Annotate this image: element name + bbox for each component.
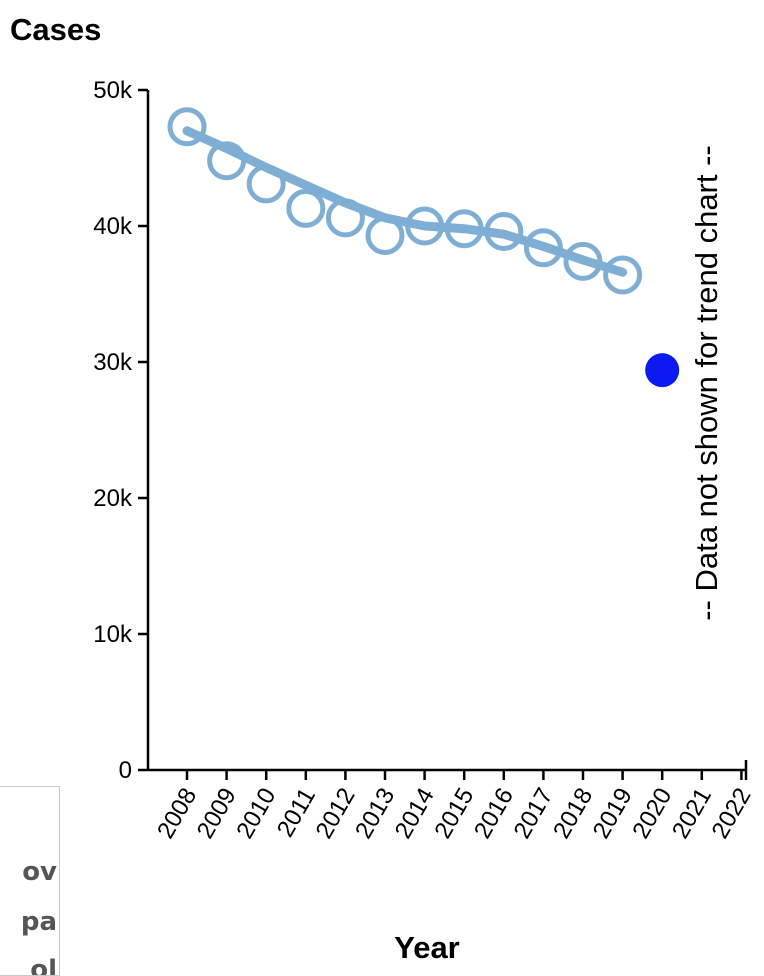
x-tick-label: 2017 bbox=[509, 784, 559, 844]
data-point-2020 bbox=[645, 353, 680, 388]
data-point bbox=[325, 198, 365, 238]
data-point bbox=[207, 141, 247, 181]
side-panel-fragment: ov pa ol bbox=[0, 786, 60, 976]
x-tick-label: 2011 bbox=[272, 784, 321, 842]
x-tick-label: 2014 bbox=[390, 784, 440, 844]
x-tick-label: 2013 bbox=[350, 784, 400, 844]
data-point bbox=[246, 164, 286, 204]
x-tick-label: 2020 bbox=[627, 784, 677, 844]
x-axis: 2008200920102011201220132014201520162017… bbox=[148, 760, 757, 843]
x-tick-label: 2016 bbox=[469, 784, 519, 844]
data-point bbox=[603, 255, 643, 295]
x-tick-label: 2022 bbox=[707, 784, 757, 844]
y-tick-label: 50k bbox=[93, 77, 133, 104]
data-point bbox=[444, 209, 484, 249]
y-tick-label: 20k bbox=[93, 485, 133, 512]
side-panel-text-2: pa bbox=[20, 907, 57, 937]
x-tick-label: 2019 bbox=[588, 784, 638, 844]
y-axis-title: Cases bbox=[10, 12, 101, 47]
x-axis-title: Year bbox=[394, 930, 460, 963]
x-tick-label: 2018 bbox=[548, 784, 598, 844]
side-panel-text-1: ov bbox=[22, 857, 57, 887]
trend-line bbox=[182, 126, 628, 277]
y-axis: 0 10k 20k 30k 40k 50k bbox=[93, 77, 150, 784]
x-tick-label: 2012 bbox=[311, 784, 361, 844]
y-tick-label: 30k bbox=[93, 349, 133, 376]
data-point bbox=[405, 206, 445, 246]
x-tick-label: 2021 bbox=[667, 784, 717, 844]
y-tick-label: 10k bbox=[93, 621, 133, 648]
x-tick-label: 2008 bbox=[152, 784, 202, 844]
x-tick-label: 2015 bbox=[429, 784, 479, 844]
data-point bbox=[167, 107, 207, 147]
y-tick-label: 0 bbox=[119, 757, 132, 784]
data-point bbox=[563, 241, 603, 281]
data-points-layer bbox=[167, 107, 680, 388]
data-point bbox=[484, 211, 524, 251]
data-point bbox=[286, 188, 326, 228]
trend-line-layer bbox=[182, 126, 628, 277]
data-point bbox=[365, 216, 405, 256]
x-tick-label: 2009 bbox=[192, 784, 242, 844]
y-tick-label: 40k bbox=[93, 213, 133, 240]
trend-annotation: -- Data not shown for trend chart -- bbox=[689, 145, 724, 621]
data-point bbox=[523, 228, 563, 268]
x-tick-label: 2010 bbox=[231, 784, 281, 844]
side-panel-text-3: ol bbox=[30, 955, 57, 976]
